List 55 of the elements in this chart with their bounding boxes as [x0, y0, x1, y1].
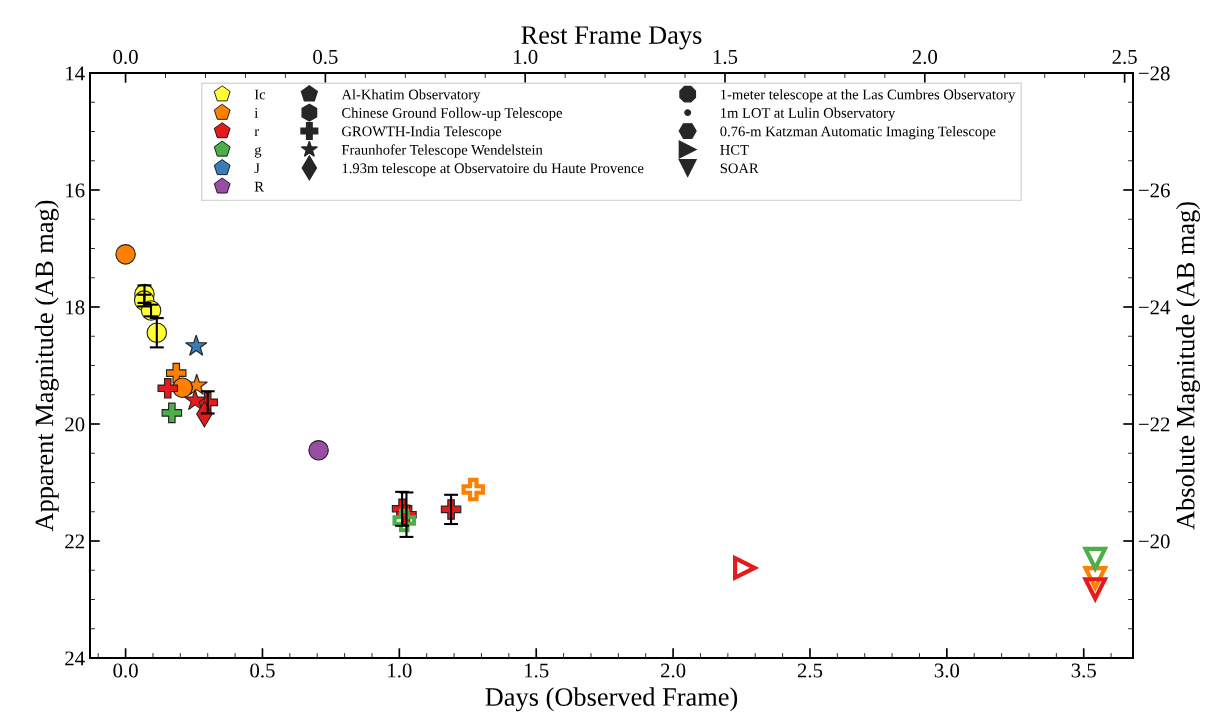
point — [157, 378, 179, 399]
x-tick-label: 3.0 — [934, 663, 960, 678]
annotation: 1.93m telescope at Observatoire du Haute Provence — [342, 162, 644, 177]
x2-tick-label: 0.5 — [313, 49, 338, 64]
x2-tick-label: 1.5 — [713, 49, 738, 64]
point — [161, 402, 183, 424]
legend-label: r — [254, 129, 259, 137]
x2-tick-label: 2.0 — [912, 49, 938, 64]
y-axis-title: Apparent Magnitude (AB mag) — [34, 200, 59, 532]
point — [183, 388, 207, 411]
annotation: GROWTH-India Telescope — [342, 126, 502, 140]
x-tick-label: 0.5 — [250, 663, 275, 678]
annotation: HCT — [720, 144, 749, 155]
x-tick-label: 1.5 — [525, 663, 549, 678]
x2-axis-title: Rest Frame Days — [521, 26, 702, 50]
x-tick-label: 3.5 — [1071, 663, 1096, 678]
y-tick-label: 18 — [66, 300, 85, 315]
x2-tick-label: 0.0 — [113, 49, 138, 64]
y2-axis-title: Absolute Magnitude (AB mag) — [1176, 202, 1200, 530]
x-tick-label: 2.0 — [660, 663, 686, 678]
y-tick-label: 24 — [65, 651, 85, 666]
annotation: 0.76-m Katzman Automatic Imaging Telescope — [720, 126, 996, 140]
x2-tick-label: 1.0 — [513, 49, 538, 64]
point — [115, 244, 136, 265]
x-tick-label: 0.0 — [113, 663, 138, 678]
y2-tick-label: −24 — [1138, 300, 1171, 315]
point — [185, 334, 208, 356]
point — [308, 440, 329, 461]
point — [733, 556, 757, 580]
point — [165, 362, 187, 384]
annotation: Fraunhofer Telescope Wendelstein — [341, 144, 543, 158]
legend-label: R — [254, 181, 264, 192]
annotation: Al-Khatim Observatory — [341, 89, 481, 103]
annotation: SOAR — [720, 163, 759, 174]
x2-tick-label: 2.5 — [1112, 49, 1137, 64]
legend-label: J — [254, 163, 260, 174]
y-tick-label: 16 — [66, 183, 85, 198]
x-tick-label: 2.5 — [797, 663, 823, 678]
annotation: 1m LOT at Lulin Observatory — [721, 107, 896, 121]
y-tick-label: 22 — [65, 534, 84, 549]
x-axis-title: Days (Observed Frame) — [485, 687, 738, 712]
legend-label: g — [254, 147, 262, 158]
y-tick-label: 14 — [66, 66, 85, 81]
point — [1082, 546, 1109, 573]
x-tick-label: 1.0 — [388, 663, 412, 678]
point — [461, 477, 486, 502]
y2-tick-label: −26 — [1138, 183, 1170, 198]
y-tick-label: 20 — [65, 417, 85, 432]
legend-label: Ic — [254, 89, 266, 100]
y2-tick-label: −20 — [1138, 534, 1170, 549]
annotation: Chinese Ground Follow-up Telescope — [342, 107, 563, 121]
legend-label: i — [254, 108, 259, 118]
y2-tick-label: −22 — [1138, 417, 1170, 432]
y2-tick-label: −28 — [1138, 66, 1170, 81]
annotation: 1-meter telescope at the Las Cumbres Observatory — [721, 89, 1016, 103]
